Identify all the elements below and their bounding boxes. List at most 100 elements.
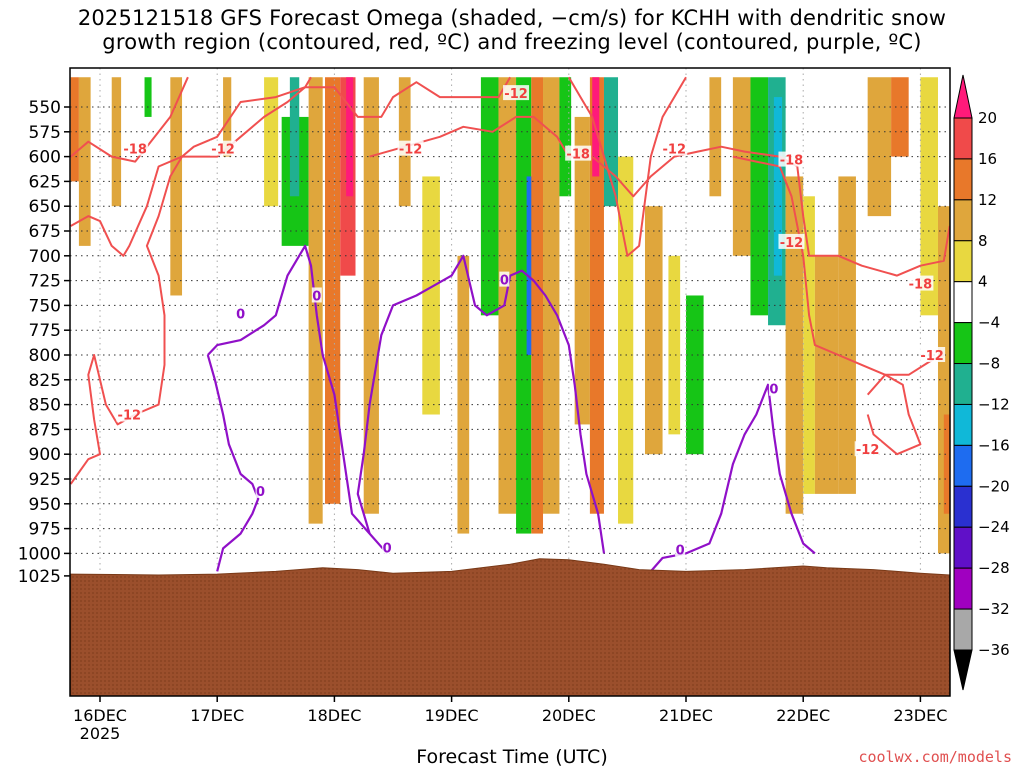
colorbar-label: −36 [978,641,1010,659]
omega-cell [891,77,909,157]
freezing-contour-label: 0 [675,541,686,558]
y-tick-label: 625 [29,172,61,192]
dgz-contour-line [369,115,950,277]
omega-cell [363,77,379,514]
colorbar-label: −24 [978,518,1010,536]
x-tick-label: 20DEC [542,706,596,725]
contour-label-text: -18 [566,148,590,163]
omega-cell [732,77,751,256]
contour-label-bg [499,271,510,287]
colorbar-swatch [953,322,973,365]
colorbar-label: −28 [978,559,1010,577]
y-tick-label: 975 [29,520,61,540]
freezing-contours [206,244,816,573]
y-tick-label: 750 [29,296,61,316]
omega-cell [70,77,79,182]
omega-cell [422,176,440,415]
omega-cell [803,196,815,494]
freezing-contour-line [207,244,388,555]
omega-cell [814,255,839,494]
dgz-contour-label: -12 [919,347,946,364]
y-tick-label: 775 [29,321,61,341]
dgz-contour-label: -12 [397,140,424,158]
colorbar-swatch [953,158,973,201]
contour-label-bg [311,287,322,303]
contour-label-text: -12 [504,87,528,102]
contour-label-bg [565,145,592,161]
y-tick-label: 900 [29,445,61,465]
contour-label-text: 0 [676,543,685,558]
contour-label-text: -12 [211,143,235,158]
y-tick-label: 825 [29,371,61,391]
contour-label-text: -18 [909,278,933,293]
omega-cell [773,97,783,276]
omega-cell [223,77,232,157]
dgz-contour-label: -12 [661,140,688,158]
colorbar-label: −32 [978,600,1010,618]
dgz-contour-label: -12 [210,140,237,158]
omega-cell [668,255,681,435]
colorbar-label: 20 [978,109,997,127]
omega-cell [574,116,590,425]
y-tick-label: 800 [29,346,61,366]
omega-cell [144,77,152,117]
omega-cell [170,77,183,296]
terrain-fill [70,558,950,696]
y-tick-label: 600 [29,148,61,168]
omega-cell [111,77,122,207]
y-tick-label: 1025 [18,567,61,587]
omega-cell [686,295,704,455]
contour-label-bg [778,233,805,249]
contour-label-bg [778,151,805,167]
freezing-contour-label: 0 [235,305,246,322]
colorbar-label: −12 [978,395,1010,413]
contour-label-bg [116,406,143,422]
contour-label-text: 0 [500,274,509,289]
contour-label-text: 0 [312,289,321,304]
contour-label-bg [210,140,237,156]
contour-label-bg [768,380,779,396]
colorbar-swatch [953,240,973,283]
omega-cell [838,176,856,494]
contour-label-bg [919,347,946,362]
x-tick-label: 22DEC [776,706,830,725]
x-tick-label: 16DEC [73,706,127,725]
x-tick-label: 17DEC [190,706,244,725]
colorbar-label: 12 [978,191,997,209]
dgz-contour-label: -12 [116,406,143,424]
omega-cell [531,77,544,534]
contour-label-text: -18 [123,143,147,158]
chart-title-line-1: 2025121518 GFS Forecast Omega (shaded, −… [77,6,947,30]
x-axis-title: Forecast Time (UTC) [416,746,608,768]
contour-label-text: -18 [780,154,804,169]
colorbar-label: 16 [978,150,997,168]
contour-label-text: 0 [383,541,392,556]
omega-cell [943,414,950,514]
credit-link[interactable]: coolwx.com/models [858,748,1012,766]
dgz-contour-line [866,373,922,456]
colorbar-label: 4 [978,273,988,291]
omega-shading [70,77,950,554]
contour-label-bg [661,140,688,156]
contour-label-bg [122,140,149,156]
omega-cell [867,77,892,217]
dgz-contour-label: -12 [503,85,530,102]
dgz-contour-line [70,76,512,485]
colorbar: 20 16 12 8 4 −4 −8 −12 −16 −20 −24 −28 −32 −36 [953,74,1010,691]
grid [70,68,950,696]
contour-label-text: -12 [920,349,944,364]
dgz-contour-label: -18 [907,275,934,293]
y-tick-label: 675 [29,222,61,242]
freezing-contour-line [649,383,816,573]
colorbar-swatch [953,403,973,446]
colorbar-swatch [953,363,973,405]
x-axis: 16DEC 17DEC 18DEC 19DEC 20DEC 21DEC 22DEC 23DEC… [73,696,947,743]
chart-title-line-2: growth region (contoured, red, ºC) and f… [102,30,922,54]
contour-label-text: -12 [780,236,804,251]
contour-label-bg [382,539,393,555]
freezing-contour-line [206,354,260,572]
colorbar-swatch [953,485,973,528]
y-tick-label: 725 [29,272,61,292]
omega-cell [480,77,499,316]
